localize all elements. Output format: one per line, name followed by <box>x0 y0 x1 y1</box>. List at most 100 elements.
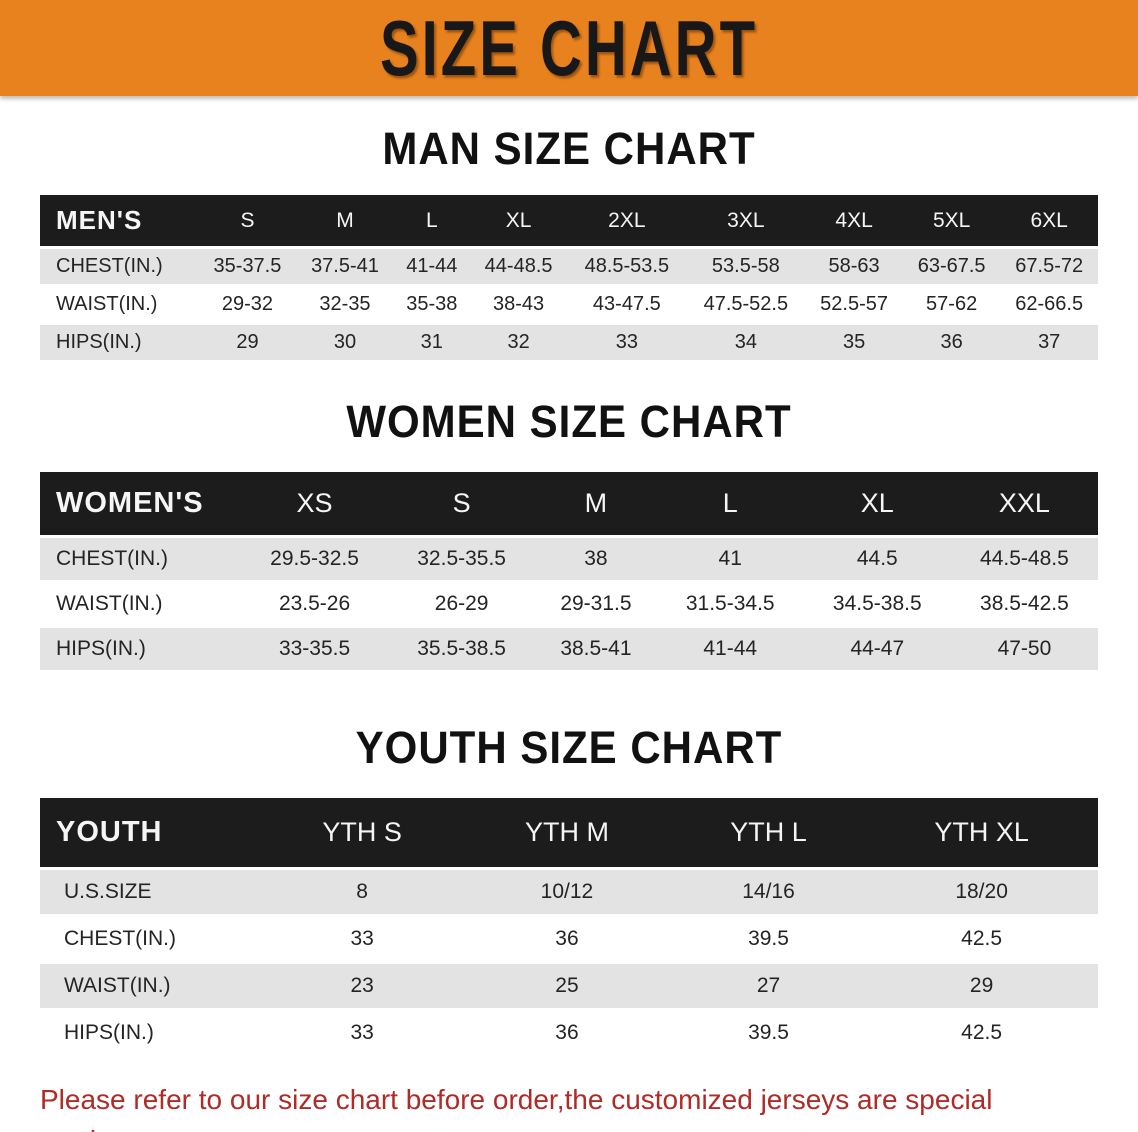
measurement-row: HIPS(IN.) 33 36 39.5 42.5 <box>40 1011 1098 1055</box>
measurement-value: 35.5-38.5 <box>388 628 536 670</box>
size-column-header: YTH L <box>671 798 866 867</box>
measurement-value: 34.5-38.5 <box>803 583 951 625</box>
size-column-header: S <box>198 195 297 246</box>
measurement-value: 33-35.5 <box>241 628 389 670</box>
disclaimer-line-1: Please refer to our size chart before or… <box>40 1084 993 1132</box>
measurement-value: 35 <box>805 325 903 360</box>
size-column-header: 6XL <box>1000 195 1098 246</box>
measurement-value: 37 <box>1000 325 1098 360</box>
measurement-value: 33 <box>262 1011 463 1055</box>
measurement-value: 38.5-42.5 <box>950 583 1098 625</box>
men-size-table: MEN'S S M L XL 2XL 3XL 4XL 5XL 6XL CHEST(IN.) 35-37… <box>40 192 1098 363</box>
measurement-row: HIPS(IN.) 33-35.5 35.5-38.5 38.5-41 41-44 44-… <box>40 628 1098 670</box>
measurement-value: 32-35 <box>296 287 394 322</box>
measurement-value: 53.5-58 <box>686 249 806 284</box>
measurement-value: 43-47.5 <box>567 287 687 322</box>
size-column-header: 4XL <box>805 195 903 246</box>
table-group-label: MEN'S <box>40 195 199 246</box>
measurement-label: CHEST(IN.) <box>40 917 263 961</box>
measurement-value: 38-43 <box>469 287 568 322</box>
measurement-value: 39.5 <box>671 1011 866 1055</box>
measurement-label: U.S.SIZE <box>40 870 263 914</box>
size-column-header: YTH S <box>262 798 463 867</box>
measurement-value: 29 <box>865 964 1098 1008</box>
man-section-heading: MAN SIZE CHART <box>382 123 756 174</box>
table-header-row: YOUTH YTH S YTH M YTH L YTH XL <box>40 798 1098 867</box>
size-chart-banner: SIZE CHART <box>0 0 1138 96</box>
size-column-header: L <box>393 195 470 246</box>
size-column-header: 3XL <box>686 195 806 246</box>
size-column-header: XXL <box>950 472 1098 535</box>
measurement-value: 44.5 <box>803 538 951 580</box>
youth-size-table: YOUTH YTH S YTH M YTH L YTH XL U.S.SIZE 8 10/12… <box>40 795 1098 1058</box>
measurement-value: 47-50 <box>950 628 1098 670</box>
size-column-header: M <box>535 472 657 535</box>
measurement-value: 44-48.5 <box>469 249 568 284</box>
measurement-value: 29.5-32.5 <box>241 538 389 580</box>
measurement-value: 41 <box>656 538 804 580</box>
table-group-label: YOUTH <box>40 798 263 867</box>
measurement-value: 38.5-41 <box>535 628 657 670</box>
size-column-header: YTH XL <box>865 798 1098 867</box>
measurement-value: 32.5-35.5 <box>388 538 536 580</box>
measurement-value: 36 <box>462 917 672 961</box>
measurement-row: CHEST(IN.) 29.5-32.5 32.5-35.5 38 41 44.5 44.5… <box>40 538 1098 580</box>
measurement-value: 32 <box>469 325 568 360</box>
measurement-value: 29-31.5 <box>535 583 657 625</box>
disclaimer-note: Please refer to our size chart before or… <box>40 1080 1098 1132</box>
measurement-value: 37.5-41 <box>296 249 394 284</box>
measurement-value: 44-47 <box>803 628 951 670</box>
measurement-label: HIPS(IN.) <box>40 325 199 360</box>
size-column-header: XS <box>241 472 389 535</box>
measurement-value: 42.5 <box>865 1011 1098 1055</box>
measurement-value: 10/12 <box>462 870 672 914</box>
measurement-value: 8 <box>262 870 463 914</box>
measurement-label: WAIST(IN.) <box>40 964 263 1008</box>
measurement-value: 41-44 <box>656 628 804 670</box>
measurement-value: 48.5-53.5 <box>567 249 687 284</box>
size-column-header: M <box>296 195 394 246</box>
measurement-value: 47.5-52.5 <box>686 287 806 322</box>
size-column-header: XL <box>469 195 568 246</box>
measurement-value: 57-62 <box>902 287 1001 322</box>
measurement-value: 35-38 <box>393 287 470 322</box>
measurement-value: 58-63 <box>805 249 903 284</box>
measurement-value: 33 <box>567 325 687 360</box>
measurement-value: 23.5-26 <box>241 583 389 625</box>
measurement-row: WAIST(IN.) 29-32 32-35 35-38 38-43 43-47.5 47.… <box>40 287 1098 322</box>
measurement-label: HIPS(IN.) <box>40 628 242 670</box>
measurement-value: 67.5-72 <box>1000 249 1098 284</box>
measurement-label: WAIST(IN.) <box>40 583 242 625</box>
measurement-value: 36 <box>462 1011 672 1055</box>
measurement-value: 23 <box>262 964 463 1008</box>
measurement-value: 26-29 <box>388 583 536 625</box>
measurement-value: 30 <box>296 325 394 360</box>
measurement-label: HIPS(IN.) <box>40 1011 263 1055</box>
table-group-label: WOMEN'S <box>40 472 242 535</box>
measurement-value: 41-44 <box>393 249 470 284</box>
measurement-row: CHEST(IN.) 33 36 39.5 42.5 <box>40 917 1098 961</box>
table-header-row: MEN'S S M L XL 2XL 3XL 4XL 5XL 6XL <box>40 195 1098 246</box>
measurement-value: 62-66.5 <box>1000 287 1098 322</box>
measurement-value: 44.5-48.5 <box>950 538 1098 580</box>
measurement-value: 29-32 <box>198 287 297 322</box>
women-section-heading: WOMEN SIZE CHART <box>346 396 792 447</box>
measurement-row: HIPS(IN.) 29 30 31 32 33 34 35 36 37 <box>40 325 1098 360</box>
measurement-row: CHEST(IN.) 35-37.5 37.5-41 41-44 44-48.5 48.5… <box>40 249 1098 284</box>
measurement-value: 34 <box>686 325 806 360</box>
measurement-value: 36 <box>902 325 1001 360</box>
measurement-value: 14/16 <box>671 870 866 914</box>
measurement-value: 18/20 <box>865 870 1098 914</box>
measurement-label: CHEST(IN.) <box>40 538 242 580</box>
measurement-value: 52.5-57 <box>805 287 903 322</box>
size-column-header: 5XL <box>902 195 1001 246</box>
youth-section-heading: YOUTH SIZE CHART <box>355 722 783 773</box>
size-column-header: L <box>656 472 804 535</box>
measurement-value: 31 <box>393 325 470 360</box>
measurement-value: 31.5-34.5 <box>656 583 804 625</box>
size-column-header: 2XL <box>567 195 687 246</box>
measurement-value: 29 <box>198 325 297 360</box>
content-area: MAN SIZE CHART MEN'S S M L XL 2XL 3XL 4XL 5XL 6XL… <box>0 123 1138 1132</box>
measurement-value: 63-67.5 <box>902 249 1001 284</box>
measurement-value: 33 <box>262 917 463 961</box>
